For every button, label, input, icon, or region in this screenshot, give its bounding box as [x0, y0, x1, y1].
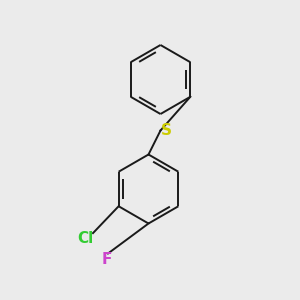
Text: Cl: Cl: [77, 231, 94, 246]
Text: S: S: [160, 123, 171, 138]
Text: F: F: [101, 252, 112, 267]
